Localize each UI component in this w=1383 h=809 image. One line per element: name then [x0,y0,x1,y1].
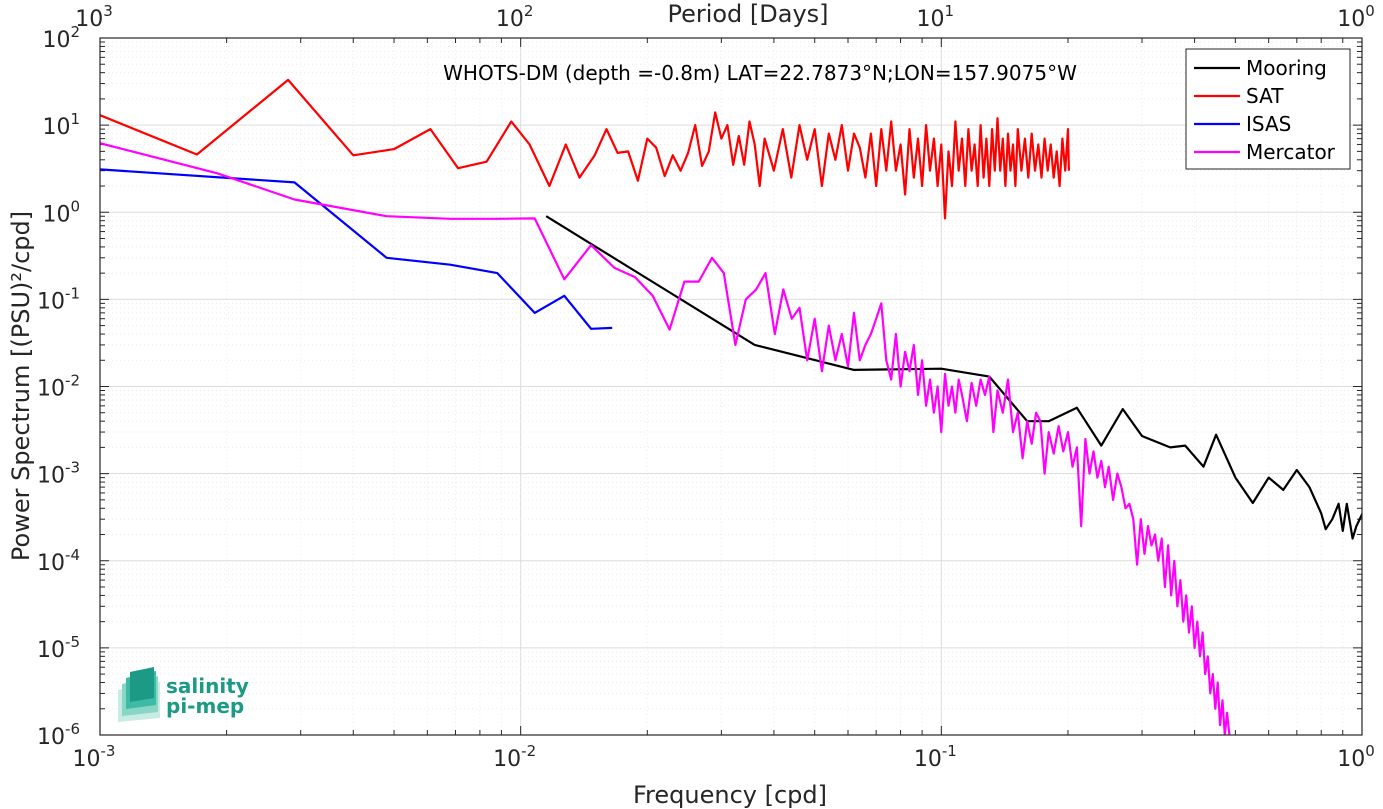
legend-label-mercator: Mercator [1246,140,1336,164]
y-axis-label: Power Spectrum [(PSU)²/cpd] [7,211,35,561]
series-line-mercator [100,142,1231,735]
y-tick-label: 10-2 [37,372,80,402]
y-tick-label: 100 [42,197,80,227]
x-tick-label: 10-1 [914,742,957,772]
x2-tick-label: 102 [496,2,534,32]
x-tick-label: 10-3 [73,742,116,772]
series-layer [100,78,1362,735]
y-tick-label: 10-3 [37,459,80,489]
salinity-pi-mep-logo: salinity pi-mep [118,667,249,722]
legend-label-mooring: Mooring [1246,56,1327,80]
logo-text-pimep: pi-mep [166,694,244,718]
series-line-isas [100,168,613,330]
x2-tick-label: 103 [75,2,113,32]
y-tick-label: 101 [42,110,80,140]
y-tick-label: 10-4 [37,546,80,576]
x-tick-label: 10-2 [493,742,536,772]
series-line-mooring [545,215,1362,540]
x2-tick-label: 100 [1337,2,1375,32]
series-line-sat [100,78,1070,220]
chart-title: WHOTS-DM (depth =-0.8m) LAT=22.7873°N;LO… [443,61,1077,85]
y-tick-label: 10-1 [37,284,80,314]
x2-axis-label: Period [Days] [667,0,828,28]
legend-label-isas: ISAS [1246,112,1291,136]
plot-frame [99,37,1363,736]
y-tick-label: 10-5 [37,633,80,663]
axis-ticks [99,38,1362,736]
logo-text-salinity: salinity [166,674,249,698]
logo-mark-icon [118,667,160,722]
legend: Mooring SAT ISAS Mercator [1185,48,1351,170]
x-tick-label: 100 [1337,742,1375,772]
x-axis-label: Frequency [cpd] [633,781,827,809]
legend-label-sat: SAT [1246,84,1284,108]
x2-tick-label: 101 [917,2,955,32]
grid [99,38,1362,736]
y-tick-label: 10-6 [37,720,80,750]
y-tick-label: 102 [42,23,80,53]
